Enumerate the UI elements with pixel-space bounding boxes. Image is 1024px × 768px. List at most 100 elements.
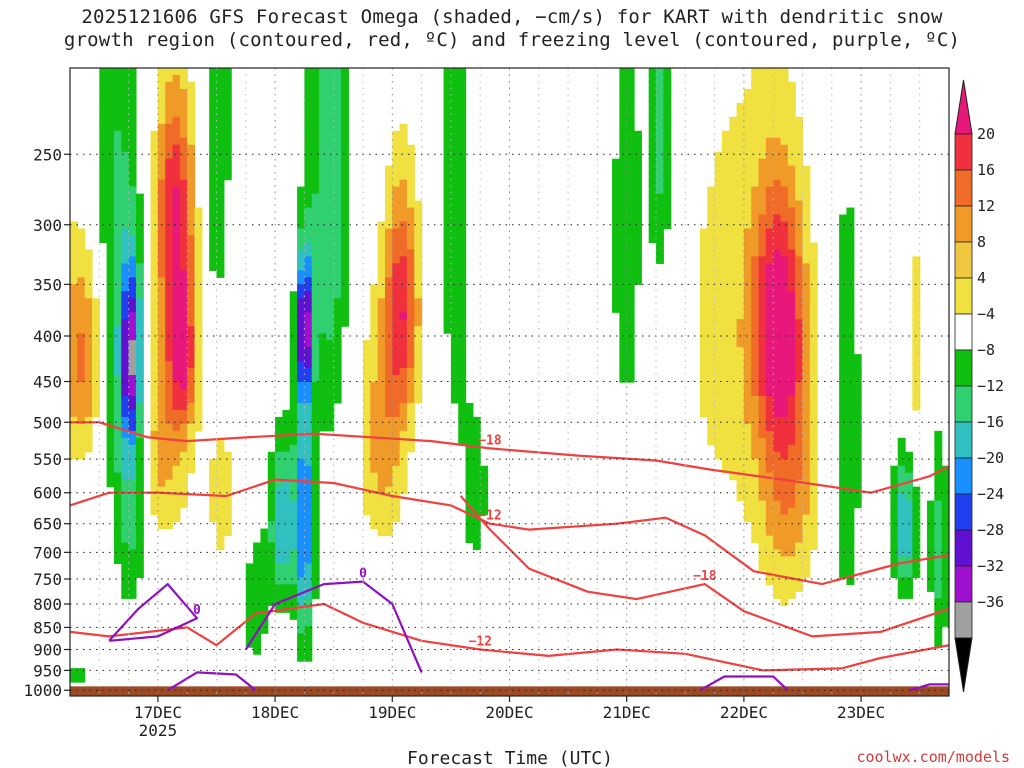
omega-cell [802, 382, 811, 390]
omega-cell [773, 263, 782, 271]
omega-cell [165, 395, 174, 404]
omega-cell [165, 109, 174, 118]
credit-link[interactable]: coolwx.com/models [856, 748, 1010, 766]
omega-cell [187, 95, 196, 104]
omega-cell [326, 158, 335, 167]
omega-cell [99, 88, 108, 97]
omega-cell [311, 451, 320, 460]
omega-cell [912, 382, 921, 390]
omega-cell [209, 514, 218, 523]
omega-cell [223, 465, 232, 474]
omega-cell [634, 249, 642, 257]
omega-cell [384, 235, 393, 244]
omega-cell [172, 319, 181, 327]
omega-cell [304, 256, 313, 264]
omega-cell [743, 151, 752, 160]
omega-cell [311, 256, 320, 264]
omega-cell [406, 235, 415, 244]
omega-cell [106, 423, 115, 432]
omega-cell [458, 186, 467, 195]
omega-cell [289, 521, 298, 530]
omega-cell [333, 74, 342, 83]
omega-cell [780, 563, 789, 571]
omega-cell [839, 444, 848, 453]
omega-cell [751, 402, 760, 411]
omega-cell [275, 416, 284, 425]
omega-cell [297, 319, 305, 327]
omega-cell [619, 88, 628, 97]
omega-cell [392, 277, 401, 285]
omega-cell [304, 437, 313, 446]
omega-cell [194, 319, 203, 327]
omega-cell [209, 179, 218, 188]
omega-cell [121, 249, 130, 257]
omega-cell [311, 354, 320, 362]
omega-cell [326, 144, 335, 153]
omega-cell [384, 305, 393, 313]
omega-cell [795, 584, 804, 592]
omega-cell [275, 514, 284, 523]
omega-cell [443, 228, 452, 237]
omega-cell [480, 486, 489, 495]
omega-cell [392, 165, 401, 174]
omega-cell [465, 465, 474, 474]
omega-cell [370, 395, 379, 404]
dgz-contour [70, 602, 949, 672]
omega-cell [99, 68, 108, 76]
omega-cell [853, 444, 862, 453]
omega-cell [121, 465, 130, 474]
omega-cell [135, 291, 144, 299]
omega-cell [414, 242, 423, 251]
omega-cell [113, 354, 122, 362]
omega-cell [912, 388, 921, 397]
omega-cell [912, 570, 921, 578]
omega-cell [370, 444, 379, 453]
omega-cell [399, 479, 408, 488]
omega-cell [165, 368, 174, 376]
omega-cell [663, 102, 672, 111]
omega-cell [773, 409, 782, 418]
omega-cell [729, 423, 738, 432]
omega-cell [311, 277, 320, 285]
omega-cell [179, 221, 188, 230]
omega-cell [282, 416, 291, 425]
omega-cell [721, 361, 730, 369]
omega-cell [121, 493, 130, 502]
omega-cell [443, 137, 452, 146]
omega-cell [787, 137, 796, 146]
omega-cell [392, 130, 401, 139]
omega-cell [721, 179, 730, 188]
omega-cell [399, 451, 408, 460]
omega-cell [341, 137, 349, 146]
omega-cell [128, 563, 137, 571]
omega-cell [267, 458, 276, 467]
omega-cell [707, 361, 716, 369]
omega-cell [319, 347, 327, 355]
omega-cell [77, 333, 86, 341]
omega-cell [363, 430, 371, 439]
omega-cell [736, 333, 745, 341]
omega-cell [787, 514, 796, 523]
x-axis-label: Forecast Time (UTC) [407, 748, 613, 768]
omega-cell [648, 68, 657, 76]
omega-cell [699, 228, 708, 237]
omega-cell [194, 409, 203, 418]
omega-cell [465, 451, 474, 460]
omega-cell [729, 207, 738, 216]
omega-cell [795, 486, 804, 495]
omega-cell [721, 326, 730, 334]
omega-cell [179, 326, 188, 334]
omega-cell [802, 563, 811, 571]
omega-cell [414, 347, 423, 355]
omega-cell [326, 263, 335, 271]
omega-cell [450, 186, 459, 195]
omega-cell [729, 165, 738, 174]
omega-cell [846, 235, 855, 244]
omega-cell [121, 116, 130, 125]
omega-cell [458, 88, 467, 97]
omega-cell [853, 458, 862, 467]
omega-cell [399, 486, 408, 495]
omega-cell [106, 74, 115, 83]
omega-cell [157, 270, 166, 278]
omega-cell [319, 256, 327, 264]
